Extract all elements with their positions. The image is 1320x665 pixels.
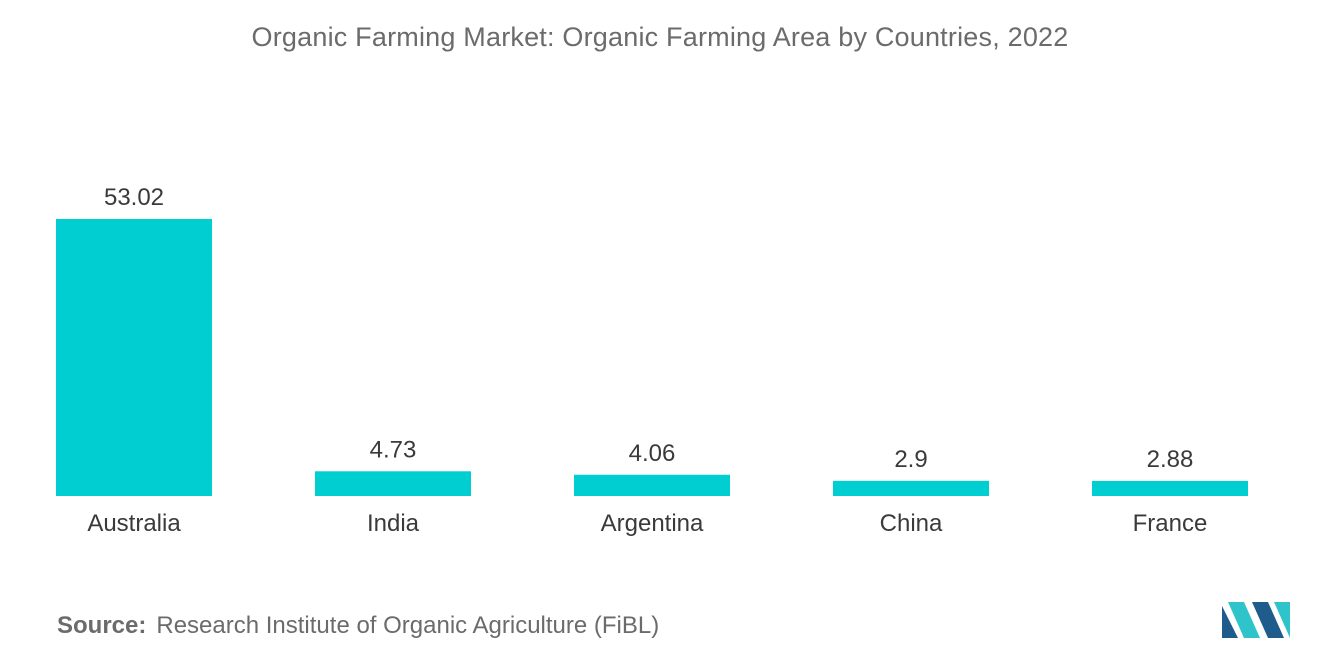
- source-label: Source:: [57, 612, 147, 639]
- category-label: Australia: [87, 510, 181, 537]
- bar-china: [833, 480, 989, 496]
- source-note: Source: Research Institute of Organic Agr…: [57, 612, 659, 640]
- bar-australia: [56, 219, 212, 496]
- category-label: India: [367, 510, 420, 537]
- bar-value-label: 2.9: [894, 446, 927, 473]
- category-label: China: [880, 510, 943, 537]
- bar-value-label: 4.06: [629, 440, 676, 467]
- source-text: Research Institute of Organic Agricultur…: [156, 612, 660, 639]
- mordor-intelligence-logo-icon: [1222, 602, 1290, 638]
- bar-france: [1092, 480, 1248, 496]
- bar-chart: 53.02 Australia 4.73 India 4.06 Argentina 2.9 C…: [56, 184, 1248, 537]
- bar-value-label: 2.88: [1147, 446, 1194, 473]
- bar-value-label: 53.02: [104, 184, 164, 211]
- bar-value-label: 4.73: [370, 436, 417, 463]
- category-label: France: [1133, 510, 1208, 537]
- category-label: Argentina: [601, 510, 704, 537]
- chart-title: Organic Farming Market: Organic Farming …: [251, 22, 1069, 52]
- bar-india: [315, 471, 471, 496]
- bar-argentina: [574, 474, 730, 496]
